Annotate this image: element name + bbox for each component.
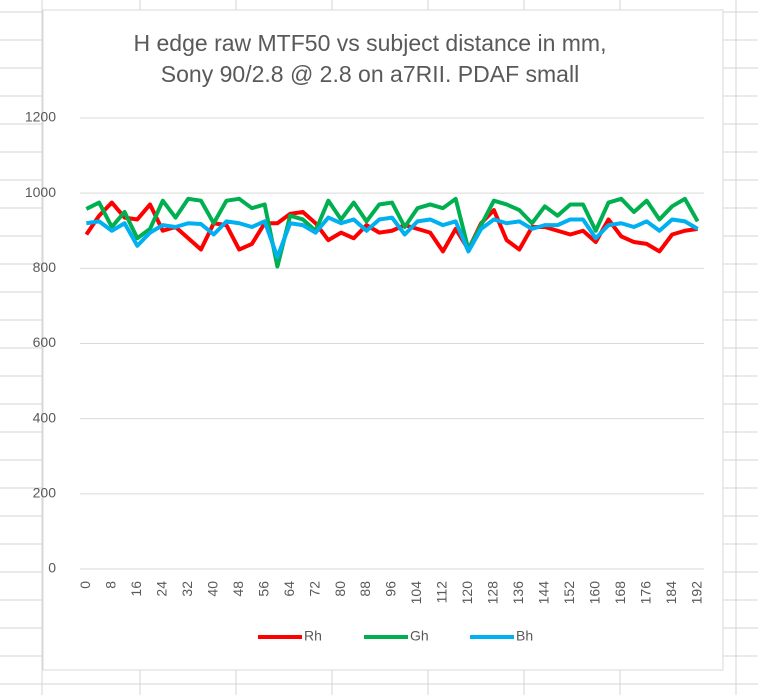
x-tick-label: 56	[255, 581, 271, 597]
y-tick-label: 0	[48, 560, 56, 576]
y-tick-label: 1200	[25, 109, 56, 125]
x-tick-label: 0	[77, 581, 93, 589]
legend-label: Rh	[304, 628, 322, 644]
y-tick-label: 600	[33, 334, 57, 350]
chart-title: H edge raw MTF50 vs subject distance in …	[134, 30, 607, 56]
series-line	[85, 196, 700, 269]
chart-title: Sony 90/2.8 @ 2.8 on a7RII. PDAF small	[161, 61, 579, 87]
x-tick-label: 184	[663, 581, 679, 605]
y-tick-label: 800	[33, 259, 57, 275]
x-tick-label: 120	[459, 581, 475, 605]
x-tick-label: 80	[332, 581, 348, 597]
x-tick-label: 72	[306, 581, 322, 597]
x-tick-label: 128	[485, 581, 501, 605]
x-tick-label: 144	[536, 581, 552, 605]
x-tick-label: 152	[561, 581, 577, 605]
x-tick-label: 192	[688, 581, 704, 605]
y-tick-label: 1000	[25, 184, 56, 200]
y-tick-label: 200	[33, 485, 57, 501]
x-tick-label: 136	[510, 581, 526, 605]
legend-label: Gh	[410, 628, 429, 644]
x-tick-label: 16	[128, 581, 144, 597]
series-line	[84, 200, 698, 254]
x-tick-label: 112	[434, 581, 450, 604]
y-tick-label: 400	[33, 409, 57, 425]
x-tick-label: 32	[179, 581, 195, 597]
x-tick-label: 24	[153, 581, 169, 597]
x-tick-label: 176	[637, 581, 653, 605]
series-line	[86, 215, 699, 260]
x-tick-label: 88	[357, 581, 373, 597]
x-tick-label: 40	[204, 581, 220, 597]
legend-label: Bh	[516, 628, 533, 644]
x-tick-label: 64	[281, 581, 297, 597]
x-tick-label: 160	[586, 581, 602, 605]
chart-area	[42, 9, 724, 671]
x-tick-label: 168	[612, 581, 628, 605]
x-tick-label: 96	[383, 581, 399, 597]
x-tick-label: 8	[103, 581, 119, 589]
x-tick-label: 104	[408, 581, 424, 605]
x-tick-label: 48	[230, 581, 246, 597]
